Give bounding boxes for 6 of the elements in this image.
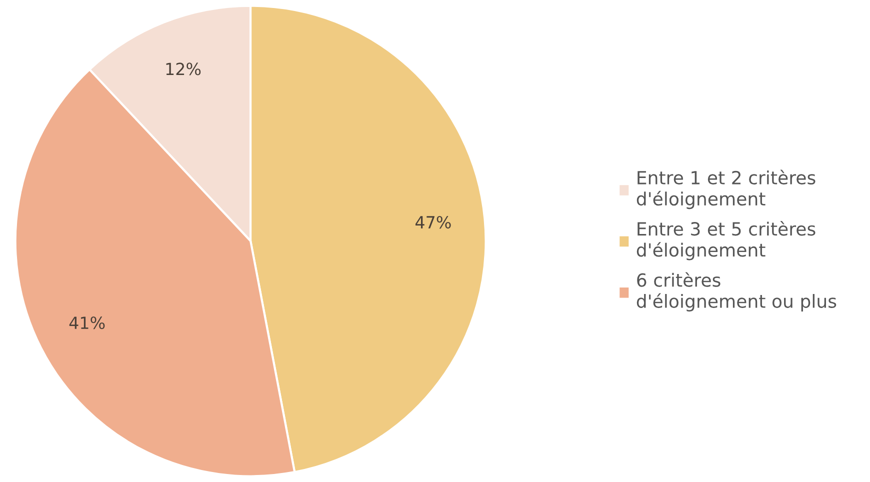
legend-label: Entre 3 et 5 critères d'éloignement: [636, 221, 816, 260]
data-label: 47%: [416, 216, 451, 229]
legend-label: 6 critères d'éloignement ou plus: [636, 272, 836, 312]
legend-label: Entre 1 et 2 critères d'éloignement: [636, 170, 816, 210]
data-label: 12%: [166, 62, 201, 76]
data-label: 41%: [69, 316, 105, 330]
